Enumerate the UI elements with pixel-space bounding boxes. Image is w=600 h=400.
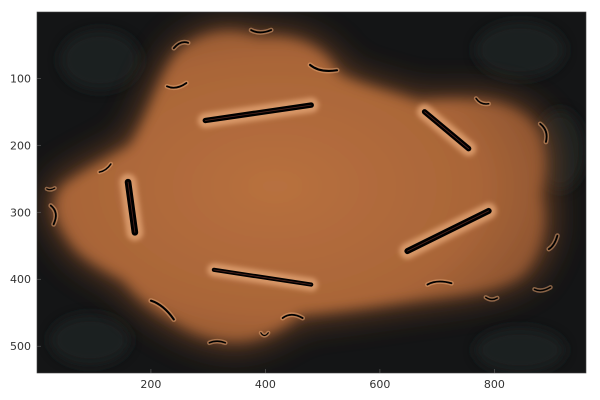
y-axis: 100 200 300 400 500 [10,72,41,353]
boundary-arc [46,187,56,191]
x-tick-label: 600 [369,378,390,391]
slits [124,102,492,287]
x-tick-label: 400 [255,378,276,391]
x-tick-label: 200 [140,378,161,391]
boundary-arc [426,280,453,286]
slit-seam [127,181,136,233]
boundary-arcs [44,27,560,346]
plot-area [37,12,586,373]
boundary-arc [166,82,188,89]
slit-seam [213,269,312,285]
slit-seam [204,104,312,121]
boundary-arc [533,286,552,292]
y-tick-label: 400 [10,273,31,286]
x-tick-label: 800 [484,378,505,391]
boundary-arc [250,29,273,34]
boundary-arc [485,296,499,301]
boundary-arc [208,340,227,344]
boundary-arc [547,234,559,250]
boundary-arc [309,63,339,72]
background-blotch [475,22,565,78]
boundary-arc [98,163,112,173]
boundary-arc [539,122,548,143]
boundary-arc [475,97,490,105]
y-tick-label: 100 [10,72,31,85]
slit-seam [424,111,470,150]
background-blotch [475,328,565,372]
boundary-arc [281,313,304,319]
background-blotches [50,22,585,372]
y-tick-label: 200 [10,139,31,152]
x-axis: 200 400 600 800 [140,369,505,391]
boundary-arc [149,299,175,321]
slit-seam [406,210,490,252]
y-tick-label: 500 [10,340,31,353]
y-tick-label: 300 [10,206,31,219]
plot-frame [36,11,587,374]
boundary-arc [260,332,269,337]
boundary-arc [172,41,190,50]
background-blotch [50,315,130,365]
boundary-arc [49,204,57,226]
background-blotch [60,30,140,90]
